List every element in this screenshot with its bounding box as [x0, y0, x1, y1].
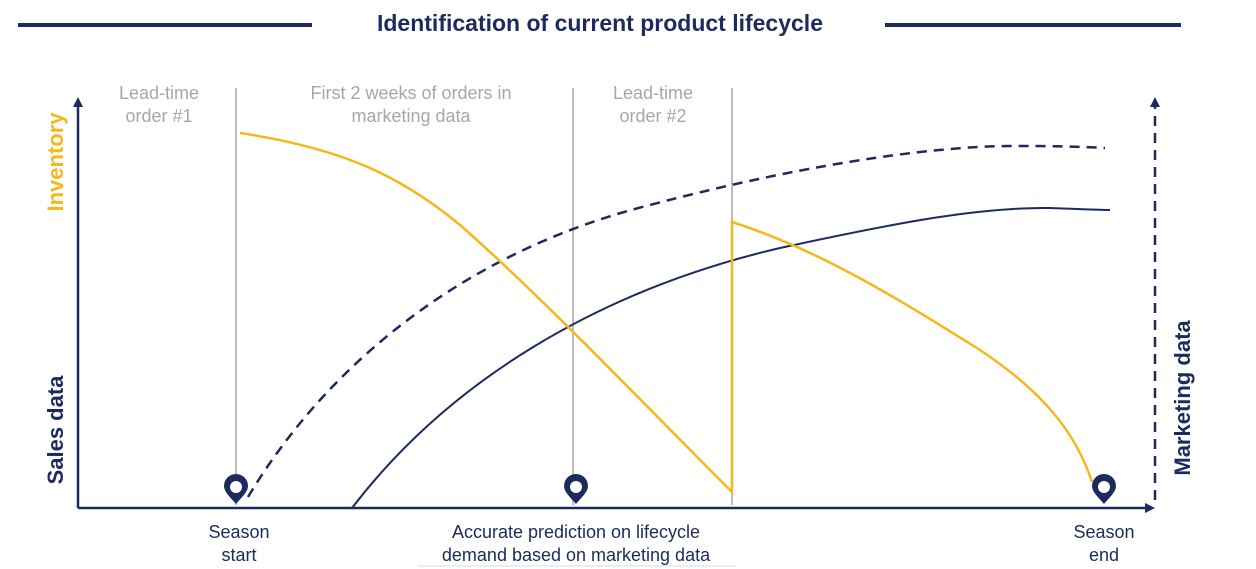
milestone-2-line2: demand based on marketing data: [442, 545, 711, 565]
sales-data-axis-label: Sales data: [43, 375, 68, 485]
phase-2-line2: marketing data: [351, 106, 471, 126]
title-rule-left: [18, 23, 312, 27]
title-bar: Identification of current product lifecy…: [0, 0, 1256, 50]
sales-data-curve: [351, 206, 1111, 509]
marketing-data-axis-label: Marketing data: [1170, 320, 1195, 476]
location-pin-icon: [1092, 474, 1116, 504]
inventory-curve: [239, 131, 1094, 496]
marketing-data-curve: [246, 144, 1106, 498]
phase-2-line1: First 2 weeks of orders in: [310, 83, 511, 103]
milestone-1-line2: start: [221, 545, 256, 565]
phase-1-line2: order #1: [125, 106, 192, 126]
title-rule-right: [885, 23, 1181, 27]
phase-3-line1: Lead-time: [613, 83, 693, 103]
milestone-1-line1: Season: [208, 522, 269, 542]
phase-3-line2: order #2: [619, 106, 686, 126]
page-title: Identification of current product lifecy…: [376, 10, 823, 36]
milestone-2-line1: Accurate prediction on lifecycle: [452, 522, 700, 542]
phase-1-line1: Lead-time: [119, 83, 199, 103]
milestone-3-line1: Season: [1073, 522, 1134, 542]
location-pin-icon: [564, 474, 588, 504]
milestone-3-line2: end: [1089, 545, 1119, 565]
inventory-axis-label: Inventory: [43, 112, 68, 212]
location-pin-icon: [224, 474, 248, 504]
